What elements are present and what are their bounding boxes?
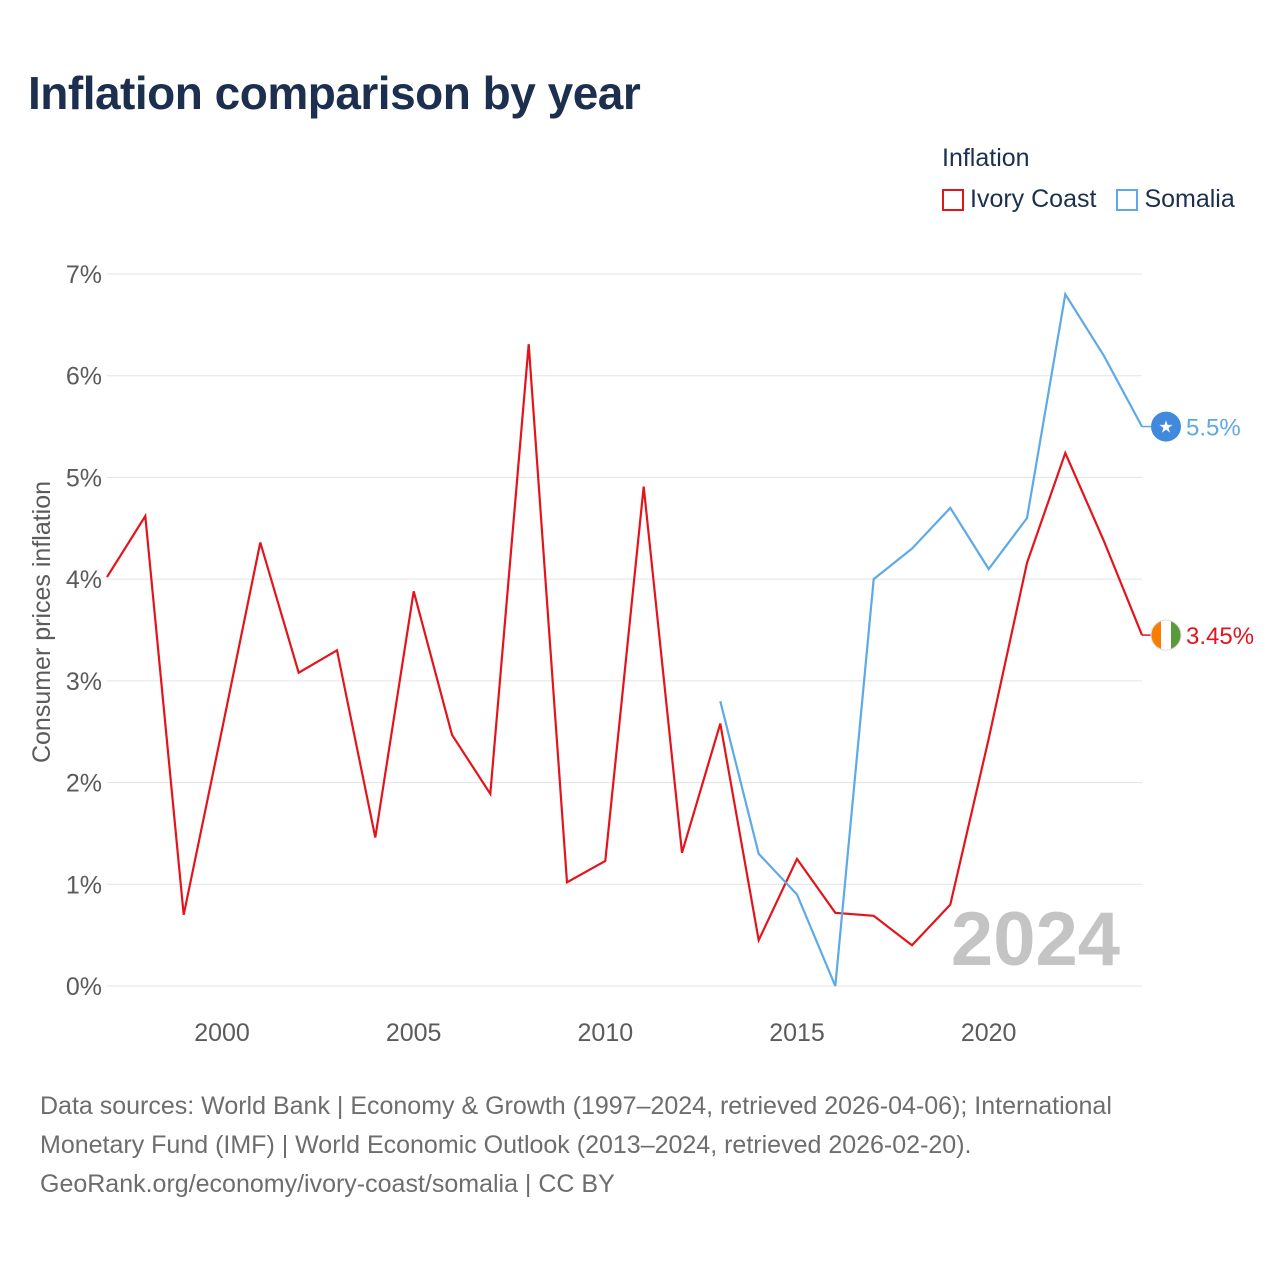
end-label-somalia: 5.5% [1186, 415, 1241, 442]
footer-line-1: Data sources: World Bank | Economy & Gro… [40, 1092, 1112, 1120]
series-line-ivory-coast [106, 344, 1144, 947]
x-tick-label-2005: 2005 [386, 1019, 442, 1047]
flag-band-green [1171, 620, 1181, 651]
flag-band-white [1161, 620, 1171, 651]
legend-item-ivory-coast[interactable]: Ivory Coast [942, 185, 1096, 214]
y-tick-label-0: 0% [66, 973, 102, 1001]
flag-band-orange [1151, 620, 1161, 651]
x-tick-label-2015: 2015 [769, 1019, 825, 1047]
footer-sources: Data sources: World Bank | Economy & Gro… [40, 1087, 1240, 1204]
y-tick-label-1: 1% [66, 871, 102, 899]
legend-title: Inflation [942, 144, 1030, 172]
legend-swatch-somalia [1116, 188, 1139, 211]
footer-line-2: Monetary Fund (IMF) | World Economic Out… [40, 1131, 972, 1159]
y-axis-label: Consumer prices inflation [28, 481, 56, 763]
legend-swatch-ivory-coast [942, 188, 964, 211]
y-tick-label-7: 7% [66, 261, 102, 289]
y-tick-label-4: 4% [66, 566, 102, 594]
legend-item-somalia[interactable]: Somalia [1116, 185, 1235, 214]
page-title: Inflation comparison by year [28, 67, 641, 119]
legend-label-ivory-coast: Ivory Coast [970, 185, 1097, 213]
x-tick-label-2000: 2000 [194, 1019, 250, 1047]
y-tick-label-2: 2% [66, 770, 102, 798]
footer-line-3: GeoRank.org/economy/ivory-coast/somalia … [40, 1170, 615, 1198]
legend: Ivory Coast Somalia [942, 185, 1235, 214]
end-label-ivory-coast: 3.45% [1186, 623, 1254, 650]
flag-icon-somalia [1151, 411, 1181, 442]
year-watermark: 2024 [951, 897, 1120, 982]
y-tick-label-3: 3% [66, 668, 102, 696]
y-tick-label-6: 6% [66, 363, 102, 391]
x-tick-label-2010: 2010 [578, 1019, 634, 1047]
series-line-somalia [719, 291, 1143, 987]
y-tick-label-5: 5% [66, 464, 102, 492]
flag-icon-ivory-coast [1150, 619, 1182, 651]
legend-label-somalia: Somalia [1144, 185, 1235, 213]
x-tick-label-2020: 2020 [961, 1019, 1017, 1047]
line-chart: 0% 1% 2% 3% 4% 5% 6% 7% 2000 2005 2010 2015 2020 Cons… [28, 261, 1254, 1047]
flag-star-icon: ★ [1158, 418, 1173, 438]
